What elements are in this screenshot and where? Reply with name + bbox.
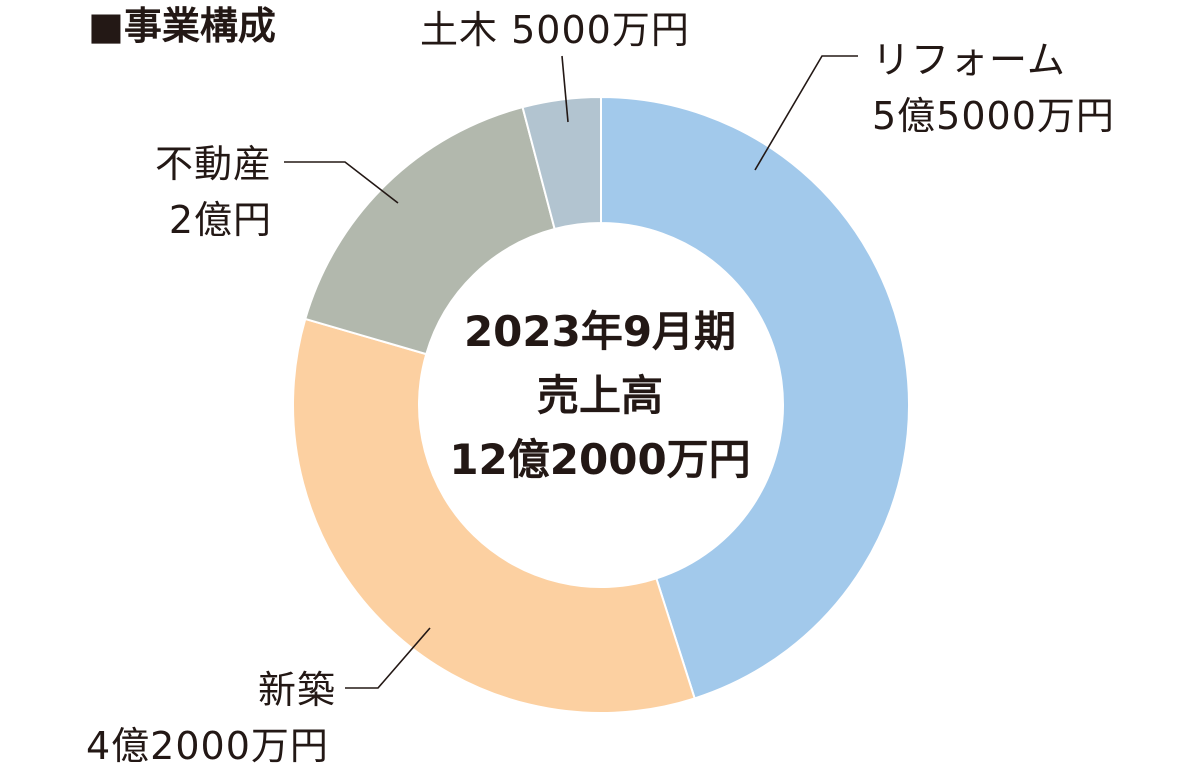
leader-lines: [284, 55, 858, 689]
leader-line-civil: [561, 55, 569, 123]
center-period: 2023年9月期: [463, 307, 737, 356]
slice-reform: [600, 95, 910, 700]
label-realestate-value: 2億円: [168, 198, 272, 242]
label-newbuild-name: 新築: [257, 668, 336, 712]
leader-line-newbuild: [345, 627, 431, 689]
slice-civil: [521, 95, 602, 231]
center-total: 12億2000万円: [449, 435, 751, 484]
leader-line-reform: [754, 55, 858, 171]
label-civil-name: 土木: [420, 8, 499, 52]
label-reform-name: リフォーム: [872, 38, 1066, 82]
slice-newbuild: [292, 317, 696, 714]
center-metric: 売上高: [536, 371, 663, 420]
slice-realestate: [304, 105, 556, 356]
label-civil: 土木 5000万円: [420, 6, 690, 54]
chart-title: ■事業構成: [88, 4, 276, 48]
label-reform-value: 5億5000万円: [872, 94, 1115, 138]
label-civil-value: 5000万円: [511, 8, 690, 52]
center-summary: 2023年9月期 売上高 12億2000万円: [400, 300, 800, 492]
label-newbuild-value: 4億2000万円: [86, 724, 329, 768]
leader-line-realestate: [284, 161, 399, 204]
label-realestate-name: 不動産: [154, 142, 272, 186]
